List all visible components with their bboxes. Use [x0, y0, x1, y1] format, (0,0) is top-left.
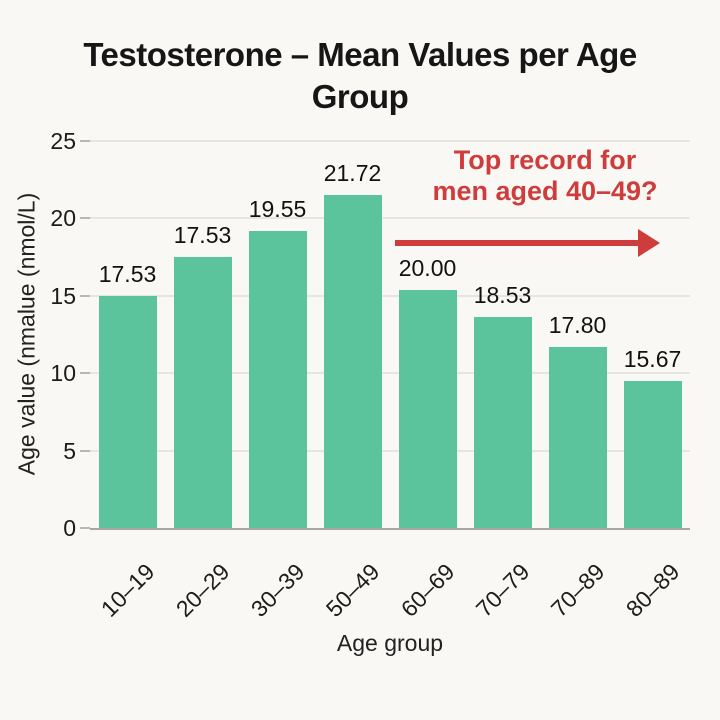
gridline [90, 217, 690, 220]
x-tick-label-text: 10–19 [95, 557, 159, 622]
gridline [90, 140, 690, 142]
bar-value-label: 17.53 [98, 260, 157, 287]
chart-title: Testosterone – Mean Values per Age Group [0, 34, 720, 118]
bar-80–89 [623, 380, 682, 528]
bar-value-label: 15.67 [623, 345, 682, 372]
y-tick-mark [80, 140, 90, 142]
bar-value-label: 17.53 [173, 222, 232, 249]
y-axis-label: Age value (nmalue (nmol/L) [13, 192, 40, 476]
bar-value-label: 18.53 [473, 282, 532, 309]
bar-50–49 [323, 195, 382, 528]
x-tick-label: 20–29 [165, 558, 240, 622]
y-tick-label: 25 [50, 128, 76, 154]
y-tick-mark [80, 527, 90, 529]
annotation-text: Top record for men aged 40–49? [400, 145, 690, 207]
y-tick-label: 20 [50, 205, 76, 232]
x-tick-label-text: 20–29 [170, 557, 234, 622]
y-tick-label: 5 [63, 437, 76, 464]
right-arrow-head-icon [638, 229, 660, 257]
y-tick-label: 10 [50, 360, 76, 387]
x-tick-label: 70–89 [540, 558, 615, 622]
y-tick-mark [80, 217, 90, 220]
x-tick-label-text: 50–49 [320, 557, 384, 622]
bar-value-label: 20.00 [398, 254, 457, 281]
annotation-line2: men aged 40–49? [432, 176, 658, 206]
x-tick-label-text: 70–89 [545, 557, 609, 622]
plot-area: 0 5 10 15 20 25 17.53 17.53 19.55 21.72 20.00 18.53… [50, 128, 690, 541]
y-tick-mark [80, 449, 90, 452]
x-tick-label: 30–39 [240, 558, 315, 622]
x-tick-label: 70–79 [465, 558, 540, 622]
x-tick-label: 50–49 [315, 558, 390, 622]
annotation-line1: Top record for [453, 145, 637, 175]
x-tick-label: 60–69 [390, 558, 465, 622]
right-arrow-shaft [395, 240, 640, 246]
chart-title-line2: Group [311, 78, 409, 115]
x-tick-label-text: 80–89 [620, 557, 684, 622]
gridline [90, 294, 690, 297]
y-tick-mark [80, 294, 90, 297]
bar-30–39 [248, 230, 307, 528]
bar-70–89 [548, 346, 607, 528]
chart-title-line1: Testosterone – Mean Values per Age [83, 36, 637, 73]
x-tick-label: 80–89 [615, 558, 690, 622]
bar-value-label: 21.72 [323, 160, 382, 187]
x-tick-label: 10–19 [90, 558, 165, 622]
bar-value-label: 19.55 [248, 195, 307, 222]
x-tick-label-text: 70–79 [470, 557, 534, 622]
gridline [90, 372, 690, 375]
bar-70–79 [473, 317, 532, 528]
x-tick-label-text: 30–39 [245, 557, 309, 622]
y-tick-label: 15 [50, 282, 76, 309]
y-tick-mark [80, 372, 90, 375]
bar-20–29 [173, 257, 232, 528]
bar-60–69 [398, 289, 457, 528]
x-tick-label-text: 60–69 [395, 557, 459, 622]
y-tick-label: 0 [63, 515, 76, 541]
gridline [90, 449, 690, 452]
bar-value-label: 17.80 [548, 311, 607, 338]
bar-10–19 [98, 295, 157, 528]
x-axis-label: Age group [336, 630, 444, 656]
